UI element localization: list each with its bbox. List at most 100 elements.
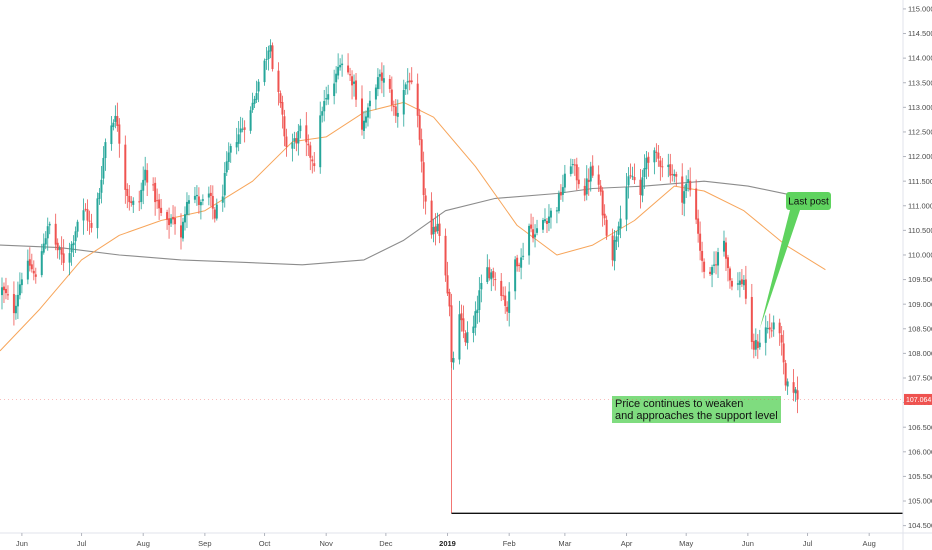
candle-body-up [325,98,328,100]
time-axis[interactable]: Jun Jul Aug Sep Oct Nov Dec 2019 Feb Mar Apr May Jun… [16,533,876,548]
candle-body-down [209,192,212,196]
candle-body-down [420,139,423,162]
y-tick-label: 112.500 [908,128,932,137]
candle-body-up [46,226,49,239]
candle-body-down [518,264,521,266]
candle-body-down [158,199,161,209]
candle-body-up [541,220,544,230]
candle-body-up [323,101,326,112]
candle-body-down [434,226,437,233]
y-tick-label: 114.000 [908,54,932,63]
candle-body-down [701,251,704,261]
candle-body-down [56,242,59,251]
candle-body-down [500,280,503,296]
candle-body-up [625,187,628,220]
candle-body-up [335,73,338,83]
candle-body-down [629,175,632,177]
candle-body-up [432,227,435,235]
y-tick-label: 106.000 [908,447,932,456]
candle-body-down [699,233,702,251]
candle-body-down [709,271,712,275]
candle-body-up [142,179,145,191]
candle-body-up [183,214,186,223]
candle-body-up [267,50,270,60]
candle-body-up [543,219,546,222]
y-tick-label: 105.500 [908,472,932,481]
candle-body-down [360,98,363,130]
candle-body-up [758,342,761,348]
price-axis[interactable]: 104.500 105.000 105.500 106.000 106.500 107.0… [903,5,932,531]
candle-body-down [174,217,177,225]
candle-body-up [104,142,107,159]
candle-body-down [752,341,755,350]
candle-body-down [418,115,421,140]
candle-body-up [378,74,381,77]
candle-body-up [667,164,670,168]
note-box [612,396,781,423]
candle-body-down [462,318,465,332]
candle-body-up [44,238,47,245]
candle-body-down [728,268,731,281]
candle-body-up [181,221,184,239]
x-tick-label: Aug [863,539,876,548]
candle-body-down [6,294,9,296]
candle-body-down [756,341,759,349]
candle-body-up [76,221,79,232]
candle-body-up [253,98,256,104]
candle-body-down [430,200,433,235]
candle-body-up [627,176,630,186]
candle-body-down [54,223,57,245]
candle-body-up [585,178,588,195]
candle-body-up [263,60,266,83]
candle-body-up [436,223,439,231]
candle-body-up [72,242,75,246]
candle-body-down [172,216,175,220]
candle-body-up [96,198,99,229]
candle-body-down [12,294,15,314]
x-tick-label: Feb [503,539,516,548]
candle-body-down [146,170,149,183]
candle-body-up [319,115,322,168]
candle-body-up [255,93,258,100]
candle-body-up [140,189,143,202]
y-tick-label: 111.000 [908,201,932,210]
candle-body-down [744,279,747,299]
candle-body-up [536,228,539,233]
long-moving-average [0,180,816,266]
candle-body-up [297,131,300,144]
candle-body-up [339,64,342,68]
candle-body-down [697,218,700,234]
x-tick-label: Aug [137,539,150,548]
y-tick-label: 110.000 [908,251,932,260]
candle-body-up [221,196,224,203]
candle-body-up [382,78,385,83]
last-price-badge [904,393,932,405]
candle-body-up [70,244,73,253]
x-tick-label: Jul [77,539,87,548]
candle-body-up [18,284,21,296]
y-tick-label: 108.000 [908,349,932,358]
candle-body-up [241,128,244,130]
candle-body-up [717,252,720,266]
note-line-2: and approaches the support level [615,410,778,422]
candle-body-up [291,142,294,149]
candle-body-up [549,210,552,218]
last-price-tag: 107.064 [0,393,932,405]
y-tick-label: 115.000 [908,5,932,14]
candle-body-up [249,110,252,131]
candle-body-up [170,218,173,224]
candle-body-up [402,90,405,115]
candle-body-down [311,159,314,162]
candle-body-down [784,363,787,386]
candle-body-up [353,81,356,84]
candle-body-down [573,164,576,166]
candle-body-down [639,179,642,195]
x-tick-label: Sep [198,539,211,548]
candle-body-down [605,219,608,236]
candle-body-up [337,66,340,76]
candle-body-up [201,199,204,201]
candle-body-up [299,125,302,132]
candle-body-up [98,192,101,199]
